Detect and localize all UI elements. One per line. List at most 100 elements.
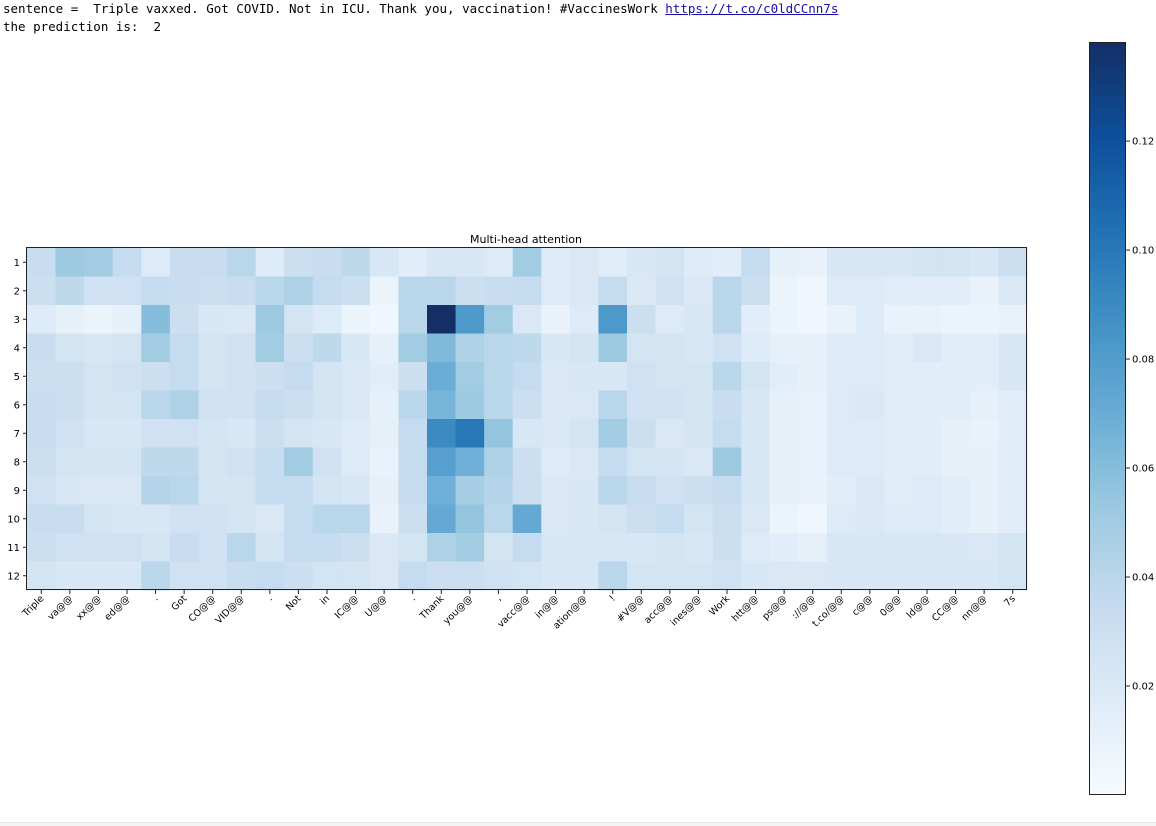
- heatmap-cell: [255, 248, 285, 277]
- heatmap-cell: [198, 504, 228, 534]
- heatmap-cell: [598, 504, 628, 534]
- heatmap-cell: [741, 390, 771, 420]
- heatmap-cell: [169, 333, 199, 363]
- heatmap-cell: [969, 561, 999, 591]
- heatmap-cell: [112, 276, 142, 306]
- heatmap-cell: [484, 390, 514, 420]
- heatmap-cell: [227, 305, 256, 334]
- y-tick-label: 11: [7, 543, 20, 554]
- heatmap-cell: [884, 504, 914, 534]
- heatmap-cell: [998, 419, 1028, 448]
- heatmap-cell: [969, 476, 999, 505]
- y-tick-label: 1: [14, 258, 20, 269]
- heatmap-cell: [227, 504, 256, 534]
- heatmap-cell: [512, 561, 542, 591]
- heatmap-cell: [569, 447, 599, 477]
- heatmap-cell: [141, 561, 171, 591]
- heatmap-cell: [627, 419, 656, 448]
- heatmap-cell: [312, 362, 342, 391]
- heatmap-cell: [798, 248, 828, 277]
- y-tick-label: 8: [14, 457, 20, 468]
- heatmap-cell: [941, 504, 971, 534]
- x-tick-label: ,: [494, 593, 504, 603]
- colorbar-axis: 0.02 0.04 0.06 0.08 0.10 0.12: [1126, 137, 1154, 693]
- heatmap-cell: [484, 248, 514, 277]
- heatmap-cell: [884, 447, 914, 477]
- heatmap-cell: [998, 533, 1028, 562]
- heatmap-cell: [284, 476, 314, 505]
- heatmap-cell: [112, 476, 142, 505]
- heatmap-cell: [655, 447, 685, 477]
- heatmap-cell: [855, 248, 885, 277]
- heatmap-cell: [512, 390, 542, 420]
- heatmap-cell: [112, 248, 142, 277]
- heatmap-cell: [769, 476, 799, 505]
- x-tick-label: xx@@: [74, 593, 103, 622]
- heatmap-cell: [684, 362, 714, 391]
- heatmap-cell: [112, 305, 142, 334]
- heatmap-cell: [141, 419, 171, 448]
- heatmap-cell: [398, 447, 428, 477]
- heatmap-cell: [684, 533, 714, 562]
- heatmap-cell: [569, 533, 599, 562]
- heatmap-cell: [398, 390, 428, 420]
- sentence-link[interactable]: https://t.co/c0ldCCnn7s: [665, 1, 839, 16]
- y-tick-label: 6: [14, 400, 20, 411]
- heatmap-cell: [655, 476, 685, 505]
- heatmap-cell: [84, 419, 114, 448]
- heatmap-cell: [55, 390, 85, 420]
- x-tick-label: ld@@: [905, 593, 932, 620]
- heatmap-cell: [969, 390, 999, 420]
- heatmap-cell: [912, 248, 942, 277]
- heatmap-cell: [455, 447, 485, 477]
- heatmap-cell: [627, 390, 656, 420]
- heatmap-cell: [684, 419, 714, 448]
- heatmap-cell: [769, 333, 799, 363]
- heatmap-cell: [141, 533, 171, 562]
- heatmap-cell: [569, 561, 599, 591]
- heatmap-cell: [684, 333, 714, 363]
- heatmap-cell: [712, 504, 742, 534]
- x-tick-label: IC@@: [333, 593, 361, 621]
- heatmap-cell: [255, 362, 285, 391]
- heatmap-cell: [341, 533, 371, 562]
- heatmap-cell: [969, 362, 999, 391]
- heatmap-cell: [169, 561, 199, 591]
- heatmap-cell: [912, 305, 942, 334]
- heatmap-cell: [141, 362, 171, 391]
- heatmap-cell: [312, 533, 342, 562]
- heatmap-cell: [855, 276, 885, 306]
- heatmap-cell: [84, 533, 114, 562]
- heatmap-cell: [455, 248, 485, 277]
- heatmap-cell: [884, 248, 914, 277]
- heatmap-cell: [84, 276, 114, 306]
- heatmap-cell: [398, 476, 428, 505]
- y-tick-label: 5: [14, 372, 20, 383]
- heatmap-cell: [112, 533, 142, 562]
- heatmap-cell: [484, 447, 514, 477]
- heatmap-cell: [655, 248, 685, 277]
- heatmap-cell: [941, 333, 971, 363]
- heatmap-cell: [855, 533, 885, 562]
- sentence-output: sentence = Triple vaxxed. Got COVID. Not…: [3, 1, 838, 17]
- heatmap-cell: [969, 504, 999, 534]
- colorbar-tick-label: 0.06: [1132, 464, 1154, 475]
- heatmap-cell: [741, 248, 771, 277]
- heatmap-cell: [198, 276, 228, 306]
- heatmap-cell: [255, 390, 285, 420]
- heatmap-cell: [484, 276, 514, 306]
- heatmap-cell: [198, 248, 228, 277]
- heatmap-cell: [741, 276, 771, 306]
- heatmap-cell: [427, 476, 456, 505]
- heatmap-cell: [255, 333, 285, 363]
- heatmap-cell: [369, 362, 399, 391]
- heatmap-cell: [84, 248, 114, 277]
- heatmap-cell: [455, 333, 485, 363]
- x-tick-label: Not: [284, 593, 304, 613]
- heatmap-cell: [769, 447, 799, 477]
- heatmap-cell: [541, 419, 571, 448]
- heatmap-cell: [855, 305, 885, 334]
- heatmap-cell: [341, 305, 371, 334]
- heatmap-cell: [312, 276, 342, 306]
- heatmap-cell: [941, 533, 971, 562]
